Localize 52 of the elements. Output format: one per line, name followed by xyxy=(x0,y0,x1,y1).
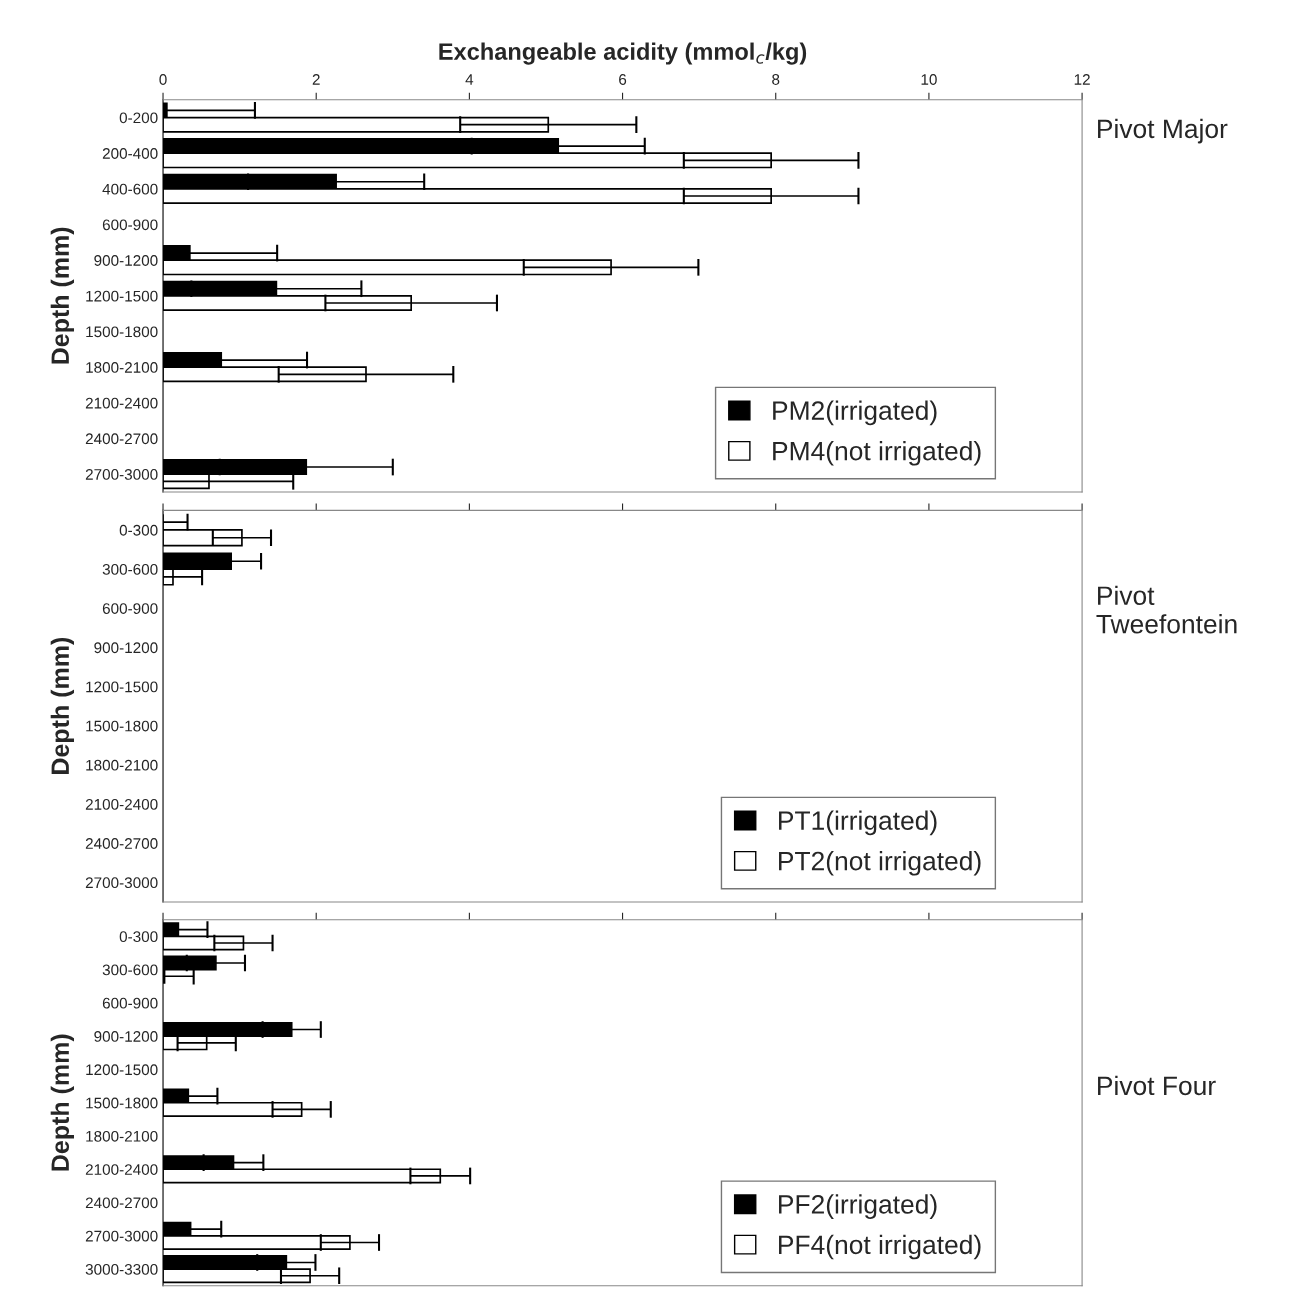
y-tick-label: 1800-2100 xyxy=(86,362,158,373)
y-tick-label: 2100-2400 xyxy=(85,798,158,810)
x-tick-label: 4 xyxy=(465,74,474,85)
y-tick-label: 2400-2700 xyxy=(85,433,158,445)
y-tick-label: 1200-1500 xyxy=(86,1064,158,1076)
x-tick-label: 6 xyxy=(619,74,627,85)
y-tick-label: 0-300 xyxy=(119,524,158,536)
y-tick-label: 300-600 xyxy=(102,563,158,575)
y-tick-label: 1500-1800 xyxy=(86,326,158,338)
y-tick-label: 2400-2700 xyxy=(85,838,158,849)
y-tick-label: 2400-2700 xyxy=(85,1197,158,1209)
y-tick-label: 300-600 xyxy=(102,964,158,976)
legend-label: PF2(irrigated) xyxy=(779,1194,937,1219)
x-tick-label: 8 xyxy=(772,74,780,85)
legend-label: PM4(not irrigated) xyxy=(773,441,981,466)
y-tick-label: 1200-1500 xyxy=(86,290,158,302)
y-tick-label: 1800-2100 xyxy=(86,759,158,771)
x-tick-label: 12 xyxy=(1074,74,1090,85)
text: Pivot Tweefontein xyxy=(1096,585,1237,634)
y-tick-label: 0-200 xyxy=(119,112,158,124)
x-tick-label: 2 xyxy=(312,74,320,85)
y-tick-label: 1500-1800 xyxy=(86,1097,158,1109)
text: Pivot Four xyxy=(1098,1075,1216,1096)
y-tick-label: 1800-2100 xyxy=(86,1130,158,1142)
y-tick-label: 2100-2400 xyxy=(85,1164,158,1175)
y-axis-title: Depth (mm) xyxy=(50,227,75,364)
y-tick-label: 400-600 xyxy=(102,183,158,195)
y-tick-label: 2700-3000 xyxy=(85,1230,158,1242)
y-tick-label: 600-900 xyxy=(102,219,158,231)
y-tick-label: 900-1200 xyxy=(94,255,158,266)
y-tick-label: 1200-1500 xyxy=(86,681,158,693)
x-tick-label: 10 xyxy=(921,74,937,85)
y-tick-label: 1500-1800 xyxy=(86,720,158,732)
text: Pivot Major xyxy=(1098,118,1228,144)
y-tick-label: 2700-3000 xyxy=(85,877,158,889)
y-tick-label: 2700-3000 xyxy=(85,469,158,480)
y-tick-label: 600-900 xyxy=(102,997,158,1009)
y-tick-label: 3000-3300 xyxy=(85,1263,158,1275)
legend-label: PM2(irrigated) xyxy=(773,400,937,426)
x-tick-label: 0 xyxy=(159,74,167,85)
y-tick-label: 200-400 xyxy=(102,148,158,159)
x-axis-title: Exchangeable acidity (mmol$_{c}$/kg) xyxy=(439,42,807,65)
y-tick-label: 2100-2400 xyxy=(85,397,158,409)
y-tick-label: 600-900 xyxy=(102,603,158,614)
legend-label: PT2(not irrigated) xyxy=(779,851,981,876)
y-axis-title: Depth (mm) xyxy=(50,1034,75,1171)
y-tick-label: 0-300 xyxy=(119,931,158,943)
y-axis-title: Depth (mm) xyxy=(50,637,75,774)
y-tick-label: 900-1200 xyxy=(94,1031,158,1042)
y-tick-label: 900-1200 xyxy=(94,642,158,654)
legend-label: PT1(irrigated) xyxy=(779,810,937,836)
legend-label: PF4(not irrigated) xyxy=(779,1234,981,1260)
